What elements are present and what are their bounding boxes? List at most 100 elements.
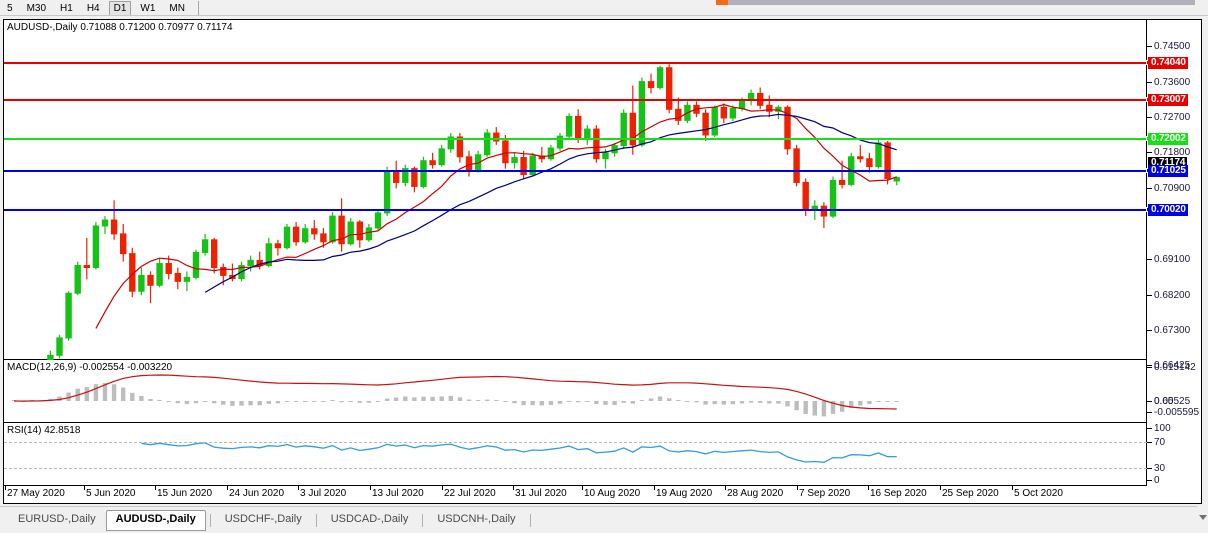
macd-axis-label: 0.00 bbox=[1154, 396, 1174, 407]
date-axis-label: 22 Jul 2020 bbox=[444, 488, 496, 499]
timeframe-button-d1[interactable]: D1 bbox=[108, 1, 132, 16]
symbol-tab-usdchf[interactable]: USDCHF-,Daily bbox=[224, 513, 302, 525]
date-tick bbox=[797, 486, 798, 490]
price-level-label-0.70020[interactable]: 0.70020 bbox=[1148, 204, 1188, 216]
date-tick bbox=[1012, 486, 1013, 490]
axis-tick bbox=[1147, 442, 1152, 443]
rsi-axis-label: 0 bbox=[1154, 475, 1160, 486]
axis-tick bbox=[1147, 188, 1152, 189]
price-pane[interactable]: AUDUSD-,Daily 0.71088 0.71200 0.70977 0.… bbox=[4, 20, 1151, 360]
price-level-label-0.73007[interactable]: 0.73007 bbox=[1148, 94, 1188, 106]
price-axis-label: 0.69100 bbox=[1154, 254, 1191, 265]
price-level-line-0.72002[interactable] bbox=[4, 136, 1151, 141]
date-tick bbox=[298, 486, 299, 490]
macd-plot bbox=[11, 374, 899, 417]
date-tick bbox=[155, 486, 156, 490]
date-tick bbox=[654, 486, 655, 490]
macd-signal-line bbox=[13, 374, 897, 410]
timeframe-button-5[interactable]: 5 bbox=[7, 3, 13, 14]
date-axis-label: 5 Oct 2020 bbox=[1014, 488, 1063, 499]
date-axis-label: 27 May 2020 bbox=[7, 488, 65, 499]
price-axis-label: 0.67300 bbox=[1154, 325, 1191, 336]
date-axis: 27 May 2020 5 Jun 2020 15 Jun 2020 24 Jun 2… bbox=[4, 486, 1201, 503]
axis-tick bbox=[1147, 259, 1152, 260]
price-axis[interactable]: 0.74500 0.73600 0.72700 0.71800 0.70900 0.691… bbox=[1147, 20, 1201, 486]
axis-tick bbox=[1147, 46, 1152, 47]
macd-axis-label: 0.015142 bbox=[1154, 362, 1196, 373]
timeframe-button-w1[interactable]: W1 bbox=[140, 3, 156, 14]
axis-tick bbox=[1147, 330, 1152, 331]
date-axis-label: 7 Sep 2020 bbox=[799, 488, 851, 499]
symbol-tab-audusd[interactable]: AUDUSD-,Daily bbox=[105, 510, 206, 531]
tabbar-divider bbox=[0, 506, 1208, 507]
price-axis-label: 0.71800 bbox=[1154, 147, 1191, 158]
price-level-line-0.70020[interactable] bbox=[4, 207, 1151, 212]
date-tick bbox=[227, 486, 228, 490]
rsi-axis-label: 100 bbox=[1154, 423, 1171, 434]
timeframe-button-mn[interactable]: MN bbox=[169, 3, 185, 14]
date-axis-label: 13 Jul 2020 bbox=[372, 488, 424, 499]
date-tick bbox=[725, 486, 726, 490]
date-axis-label: 19 Aug 2020 bbox=[656, 488, 713, 499]
symbol-tab-eurusd[interactable]: EURUSD-,Daily bbox=[18, 513, 96, 525]
price-axis-label: 0.66425 bbox=[1154, 360, 1191, 371]
moving-average-slow-line bbox=[204, 113, 897, 293]
axis-tick bbox=[1147, 367, 1152, 368]
top-toolbar: 5 M30 H1 H4 D1 W1 MN bbox=[0, 0, 1208, 17]
rsi-pane[interactable]: RSI(14) 42.8518 bbox=[4, 423, 1147, 486]
date-tick bbox=[5, 486, 6, 490]
price-axis-label: 0.74500 bbox=[1154, 41, 1191, 52]
date-tick bbox=[940, 486, 941, 490]
axis-tick bbox=[1147, 401, 1152, 402]
macd-header-label: MACD(12,26,9) -0.002554 -0.003220 bbox=[7, 362, 173, 373]
date-axis-label: 28 Aug 2020 bbox=[727, 488, 784, 499]
timeframe-button-m30[interactable]: M30 bbox=[26, 3, 47, 14]
price-level-label-0.72002[interactable]: 0.72002 bbox=[1148, 133, 1188, 145]
tab-separator bbox=[422, 514, 424, 527]
axis-tick bbox=[1147, 365, 1152, 366]
tab-separator bbox=[315, 514, 317, 527]
price-axis-label: 0.68200 bbox=[1154, 290, 1191, 301]
symbol-tab-bar[interactable]: EURUSD-,Daily AUDUSD-,Daily USDCHF-,Daily U… bbox=[0, 506, 1208, 533]
axis-tick bbox=[1147, 412, 1152, 413]
timeframe-button-h1[interactable]: H1 bbox=[60, 3, 73, 14]
axis-tick bbox=[1147, 152, 1152, 153]
date-axis-label: 16 Sep 2020 bbox=[870, 488, 927, 499]
rsi-level-70-line bbox=[4, 442, 1147, 443]
date-axis-label: 31 Jul 2020 bbox=[515, 488, 567, 499]
price-axis-label: 0.70900 bbox=[1154, 183, 1191, 194]
date-tick bbox=[84, 486, 85, 490]
price-level-line-0.71025[interactable] bbox=[4, 168, 1151, 173]
date-axis-label: 5 Jun 2020 bbox=[86, 488, 136, 499]
toolbar-separator bbox=[197, 1, 199, 16]
chart-window[interactable]: AUDUSD-,Daily 0.71088 0.71200 0.70977 0.… bbox=[3, 19, 1202, 504]
macd-pane[interactable]: MACD(12,26,9) -0.002554 -0.003220 bbox=[4, 360, 1147, 423]
date-tick bbox=[442, 486, 443, 490]
price-level-line-0.73007[interactable] bbox=[4, 97, 1151, 102]
rsi-header-label: RSI(14) 42.8518 bbox=[7, 425, 81, 436]
tabbar-scroll-button[interactable] bbox=[1197, 506, 1208, 533]
price-level-line-0.74040[interactable] bbox=[4, 60, 1151, 65]
axis-tick bbox=[1147, 468, 1152, 469]
date-axis-label: 10 Aug 2020 bbox=[584, 488, 641, 499]
rsi-level-30-line bbox=[4, 468, 1147, 469]
axis-tick bbox=[1147, 295, 1152, 296]
timeframe-button-h4[interactable]: H4 bbox=[86, 3, 100, 14]
date-axis-label: 15 Jun 2020 bbox=[157, 488, 213, 499]
tab-separator bbox=[209, 514, 211, 527]
rsi-plot bbox=[141, 442, 897, 463]
axis-tick bbox=[1147, 480, 1152, 481]
price-level-label-0.74040[interactable]: 0.74040 bbox=[1148, 57, 1188, 69]
tab-separator bbox=[529, 514, 531, 527]
symbol-tab-usdcnh[interactable]: USDCNH-,Daily bbox=[437, 513, 516, 525]
timeframe-button-group[interactable]: 5 M30 H1 H4 D1 W1 MN bbox=[0, 0, 199, 17]
axis-tick bbox=[1147, 117, 1152, 118]
candlestick-plot bbox=[47, 64, 900, 360]
loading-progress-bar bbox=[716, 0, 1195, 5]
price-axis-label: 0.73600 bbox=[1154, 77, 1191, 88]
price-level-label-0.71025[interactable]: 0.71025 bbox=[1148, 165, 1188, 177]
chevron-down-icon bbox=[1199, 515, 1207, 520]
price-axis-label: 0.65525 bbox=[1154, 396, 1191, 407]
symbol-tab-usdcad[interactable]: USDCAD-,Daily bbox=[330, 513, 409, 525]
